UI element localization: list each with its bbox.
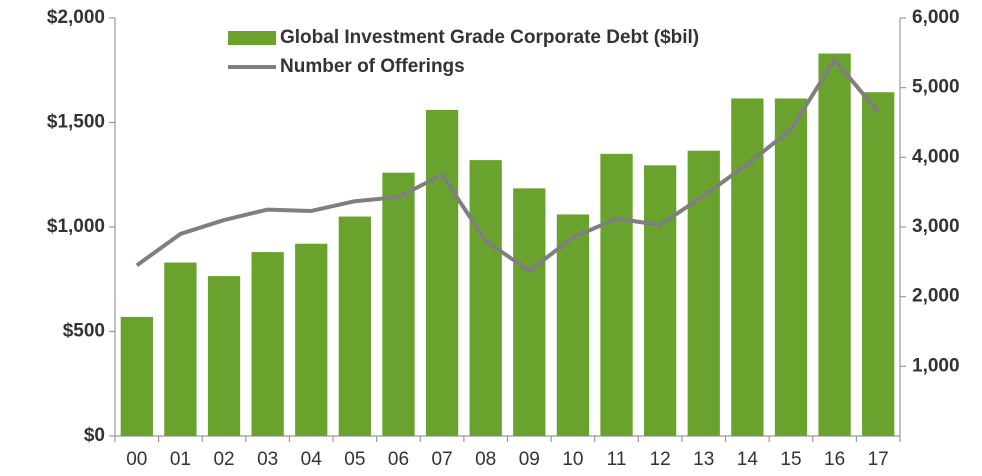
x-tick-label: 14 — [737, 449, 759, 470]
x-tick-label: 08 — [475, 449, 496, 470]
bar — [164, 262, 197, 436]
bar — [469, 160, 502, 436]
y2-tick-label: 3,000 — [912, 216, 960, 237]
y-tick-label: $1,000 — [47, 216, 105, 237]
x-tick-label: 17 — [868, 449, 889, 470]
bar — [251, 252, 284, 436]
y2-tick-label: 6,000 — [912, 7, 960, 28]
x-tick-label: 04 — [301, 449, 323, 470]
legend-swatch — [228, 31, 276, 45]
bar — [644, 165, 677, 436]
bar — [556, 214, 590, 436]
legend-label: Global Investment Grade Corporate Debt (… — [280, 27, 699, 48]
x-tick-label: 00 — [126, 449, 147, 470]
y-tick-label: $500 — [63, 321, 105, 342]
bar — [425, 109, 459, 437]
x-tick-label: 05 — [344, 449, 365, 470]
bar — [338, 216, 371, 436]
y2-tick-label: 2,000 — [912, 286, 960, 307]
y2-tick-label: 4,000 — [912, 146, 960, 167]
bar — [207, 276, 241, 436]
bar — [862, 92, 895, 436]
bar — [687, 150, 720, 436]
x-tick-label: 12 — [650, 449, 671, 470]
x-tick-label: 01 — [170, 449, 191, 470]
bar — [600, 153, 633, 436]
x-tick-label: 03 — [257, 449, 278, 470]
y-tick-label: $0 — [84, 425, 105, 446]
legend-label: Number of Offerings — [280, 56, 465, 77]
line — [135, 57, 880, 273]
y2-tick-label: 5,000 — [912, 77, 960, 98]
x-tick-label: 13 — [693, 449, 714, 470]
x-tick-label: 06 — [388, 449, 409, 470]
y-tick-label: $1,500 — [47, 112, 105, 133]
x-tick-label: 16 — [824, 449, 845, 470]
y2-tick-label: 1,000 — [912, 355, 960, 376]
x-tick-label: 09 — [519, 449, 540, 470]
bar — [382, 172, 415, 436]
bar — [295, 243, 328, 436]
x-tick-label: 07 — [432, 449, 453, 470]
bar — [120, 316, 153, 436]
x-tick-label: 11 — [607, 449, 627, 470]
bar — [513, 188, 546, 436]
bar — [818, 53, 851, 436]
y-tick-label: $2,000 — [47, 7, 105, 28]
bar — [774, 98, 808, 436]
x-tick-label: 02 — [213, 449, 234, 470]
x-tick-label: 15 — [780, 449, 801, 470]
x-tick-label: 10 — [562, 449, 583, 470]
bar — [731, 98, 764, 436]
